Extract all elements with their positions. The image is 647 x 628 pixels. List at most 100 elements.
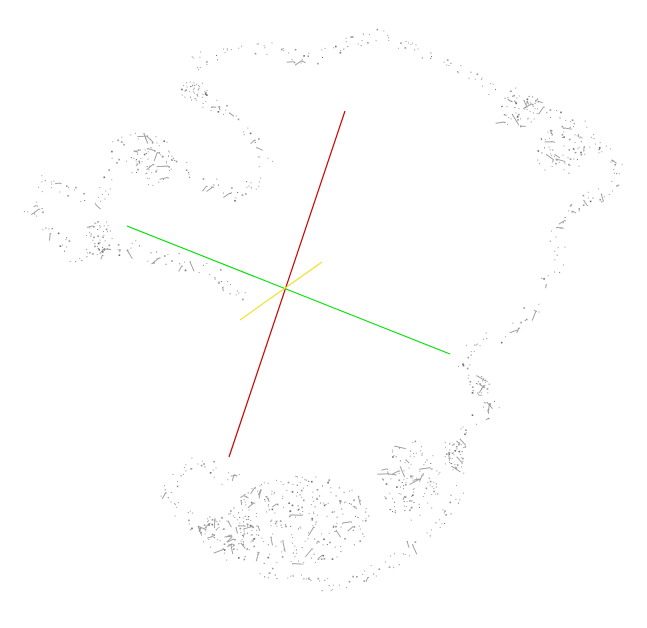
cloud-point [621, 163, 623, 165]
cloud-point [286, 490, 288, 492]
cloud-point [364, 570, 366, 572]
cloud-point [246, 532, 248, 534]
cloud-point [450, 463, 452, 465]
cloud-point [387, 35, 389, 37]
cloud-point [81, 259, 83, 261]
cloud-point [518, 108, 520, 110]
cloud-point [181, 89, 183, 91]
cloud-point [146, 172, 148, 174]
cloud-point [292, 542, 294, 544]
cloud-point [392, 451, 393, 453]
cloud-point [317, 540, 319, 543]
cloud-point [269, 553, 271, 555]
cloud-point [268, 498, 270, 500]
cloud-point [427, 502, 429, 504]
cloud-scan-segment [294, 60, 302, 66]
cloud-point [336, 556, 338, 558]
cloud-point [276, 525, 278, 527]
cloud-point [238, 47, 240, 49]
cloud-point [94, 202, 96, 204]
cloud-point [174, 159, 176, 161]
cloud-scan-segment [545, 154, 555, 161]
cloud-point [205, 527, 207, 529]
cloud-point [543, 106, 545, 108]
cloud-point [580, 151, 582, 154]
cloud-point [59, 191, 61, 193]
cloud-point [350, 503, 352, 505]
cloud-point [300, 62, 302, 64]
cloud-point [573, 158, 575, 160]
cloud-point [327, 502, 329, 504]
cloud-scan-segment [571, 210, 577, 214]
cloud-point [478, 381, 480, 382]
cloud-point [139, 149, 141, 151]
cloud-point [290, 514, 292, 516]
cloud-scan-segment [103, 248, 111, 250]
cloud-point [462, 460, 464, 462]
cloud-point [283, 549, 285, 551]
cloud-point [430, 529, 432, 531]
cloud-point [271, 567, 274, 570]
cloud-point [263, 541, 265, 543]
cloud-point [285, 525, 287, 528]
cloud-point [307, 485, 309, 487]
cloud-point [331, 511, 334, 513]
cloud-point [292, 574, 294, 576]
cloud-point [273, 493, 275, 495]
cloud-point [430, 467, 432, 469]
cloud-point [104, 240, 106, 242]
cloud-scan-segment [507, 98, 511, 102]
cloud-point [532, 96, 534, 98]
cloud-point [137, 153, 139, 155]
cloud-point [208, 524, 210, 526]
cloud-point [382, 479, 384, 481]
cloud-point [538, 303, 540, 305]
cloud-point [248, 549, 250, 551]
cloud-point [183, 473, 184, 475]
cloud-point [185, 464, 187, 466]
cloud-point [256, 534, 258, 536]
cloud-point [593, 133, 595, 135]
cloud-scan-segment [243, 526, 253, 530]
cloud-point [86, 252, 88, 254]
cloud-point [423, 464, 425, 466]
cloud-point [339, 584, 340, 586]
cloud-point [517, 115, 519, 117]
cloud-point [587, 197, 589, 199]
cloud-point [528, 103, 529, 105]
cloud-point [146, 166, 148, 168]
cloud-point [260, 489, 262, 491]
cloud-point [228, 472, 230, 474]
cloud-point [301, 506, 303, 509]
cloud-point [231, 537, 233, 539]
cloud-scan-segment [282, 540, 286, 552]
cloud-point [209, 274, 211, 275]
cloud-scan-segment [54, 182, 61, 185]
cloud-point [397, 47, 399, 49]
cloud-point [445, 463, 447, 465]
cloud-point [210, 109, 212, 111]
cloud-point [357, 517, 359, 518]
cloud-point [330, 590, 332, 592]
cloud-point [126, 160, 128, 162]
cloud-point [328, 480, 330, 482]
cloud-point [345, 501, 347, 503]
cloud-point [97, 196, 99, 198]
cloud-point [200, 464, 203, 467]
cloud-point [291, 534, 293, 536]
cloud-point [431, 507, 433, 509]
cloud-point [564, 220, 566, 222]
cloud-point [346, 586, 347, 588]
cloud-point [106, 221, 108, 223]
cloud-point [334, 531, 336, 532]
cloud-point [267, 556, 270, 559]
cloud-scan-segment [223, 192, 231, 198]
cloud-point [548, 146, 550, 148]
cloud-point [537, 98, 539, 100]
cloud-point [211, 186, 212, 188]
cloud-point [454, 450, 456, 452]
cloud-point [119, 251, 121, 253]
cloud-point [393, 567, 395, 569]
